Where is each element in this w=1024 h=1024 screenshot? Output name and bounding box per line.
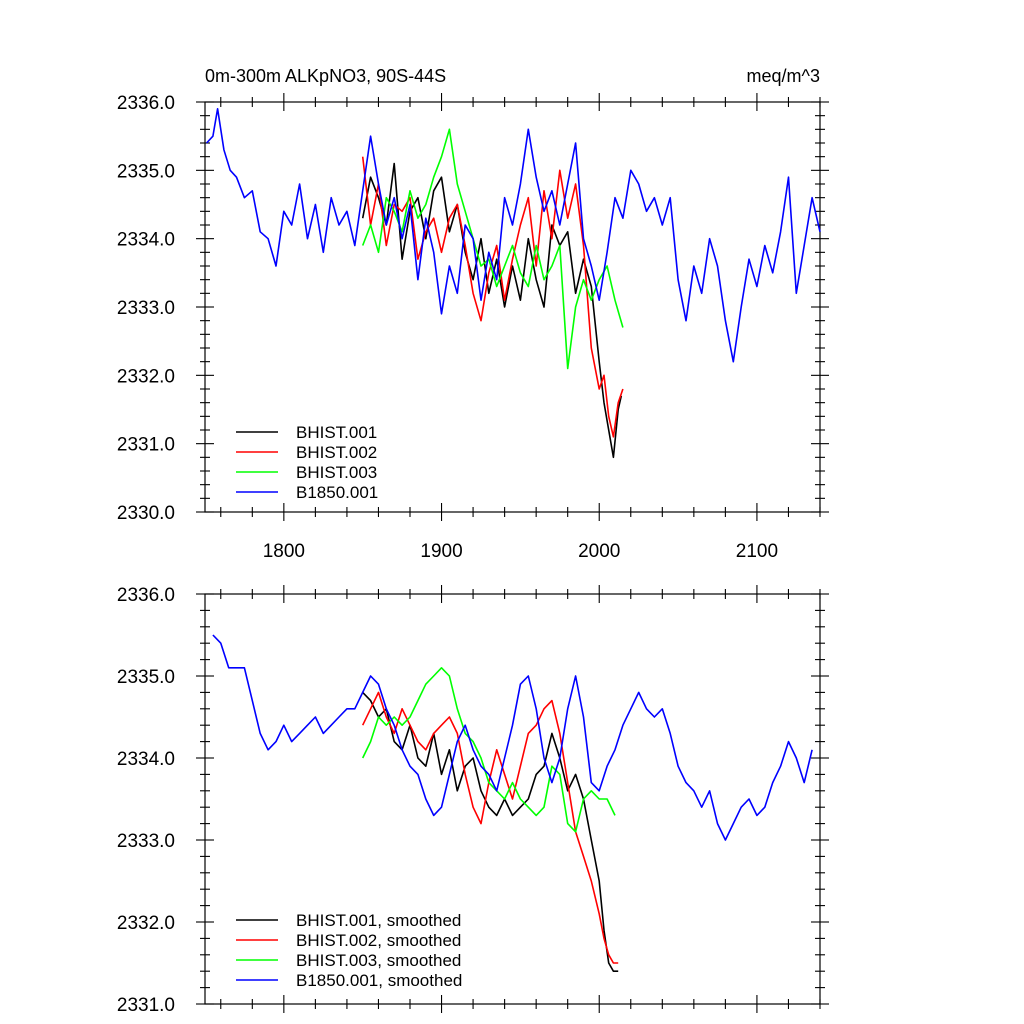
top-legend-label-bhist-003: BHIST.003 [296, 463, 377, 482]
top-legend-label-bhist-001: BHIST.001 [296, 423, 377, 442]
bottom-axis-ticks [196, 585, 829, 1013]
bottom-y-tick-labels: 2331.0 2332.0 2333.0 2334.0 2335.0 2336.0 [117, 585, 175, 1016]
top-y-tick-label: 2331.0 [117, 435, 175, 456]
top-axis-ticks [196, 93, 829, 521]
top-chart-title: 0m-300m ALKpNO3, 90S-44S [205, 66, 446, 86]
top-y-tick-label: 2332.0 [117, 366, 175, 387]
top-series-bhist-003 [361, 128, 624, 370]
bottom-y-tick-label: 2331.0 [117, 995, 175, 1016]
top-x-tick-label: 1900 [420, 541, 462, 562]
top-x-tick-label: 2000 [578, 541, 620, 562]
top-y-tick-label: 2334.0 [117, 230, 175, 251]
top-x-tick-labels: 1800 1900 2000 2100 [263, 541, 778, 562]
top-y-tick-label: 2330.0 [117, 503, 175, 524]
bottom-series-lines [212, 634, 813, 973]
top-series-b1850-001 [206, 108, 821, 363]
top-chart-panel: 0m-300m ALKpNO3, 90S-44S meq/m^3 2330.02… [117, 66, 829, 562]
top-chart-units: meq/m^3 [747, 66, 820, 86]
bottom-legend-label-bhist-001-smoothed: BHIST.001, smoothed [296, 911, 461, 930]
bottom-y-tick-label: 2335.0 [117, 667, 175, 688]
top-y-tick-label: 2333.0 [117, 298, 175, 319]
bottom-y-tick-label: 2336.0 [117, 585, 175, 606]
bottom-series-b1850-001-smoothed [212, 634, 813, 841]
bottom-series-bhist-001-smoothed [362, 691, 619, 973]
bottom-legend-label-bhist-003-smoothed: BHIST.003, smoothed [296, 951, 461, 970]
bottom-y-tick-label: 2334.0 [117, 749, 175, 770]
bottom-y-tick-label: 2332.0 [117, 913, 175, 934]
top-y-tick-label: 2336.0 [117, 93, 175, 114]
top-y-tick-label: 2335.0 [117, 161, 175, 182]
top-series-lines [206, 108, 821, 459]
bottom-legend-label-bhist-002-smoothed: BHIST.002, smoothed [296, 931, 461, 950]
top-series-bhist-002 [361, 156, 624, 438]
bottom-legend-label-b1850-001-smoothed: B1850.001, smoothed [296, 971, 462, 990]
top-series-bhist-001 [361, 162, 623, 459]
top-x-tick-label: 1800 [263, 541, 305, 562]
bottom-y-tick-label: 2333.0 [117, 831, 175, 852]
bottom-plot-frame [204, 593, 821, 1005]
bottom-chart-panel: 2331.0 2332.0 2333.0 2334.0 2335.0 2336.0 BHI… [117, 585, 829, 1016]
top-x-tick-label: 2100 [736, 541, 778, 562]
top-legend-label-bhist-002: BHIST.002 [296, 443, 377, 462]
bottom-series-bhist-003-smoothed [361, 666, 616, 833]
top-y-tick-labels: 2330.0 2331.0 2332.0 2333.0 2334.0 2335.0 2336… [117, 93, 175, 524]
top-legend-label-b1850-001: B1850.001 [296, 483, 378, 502]
